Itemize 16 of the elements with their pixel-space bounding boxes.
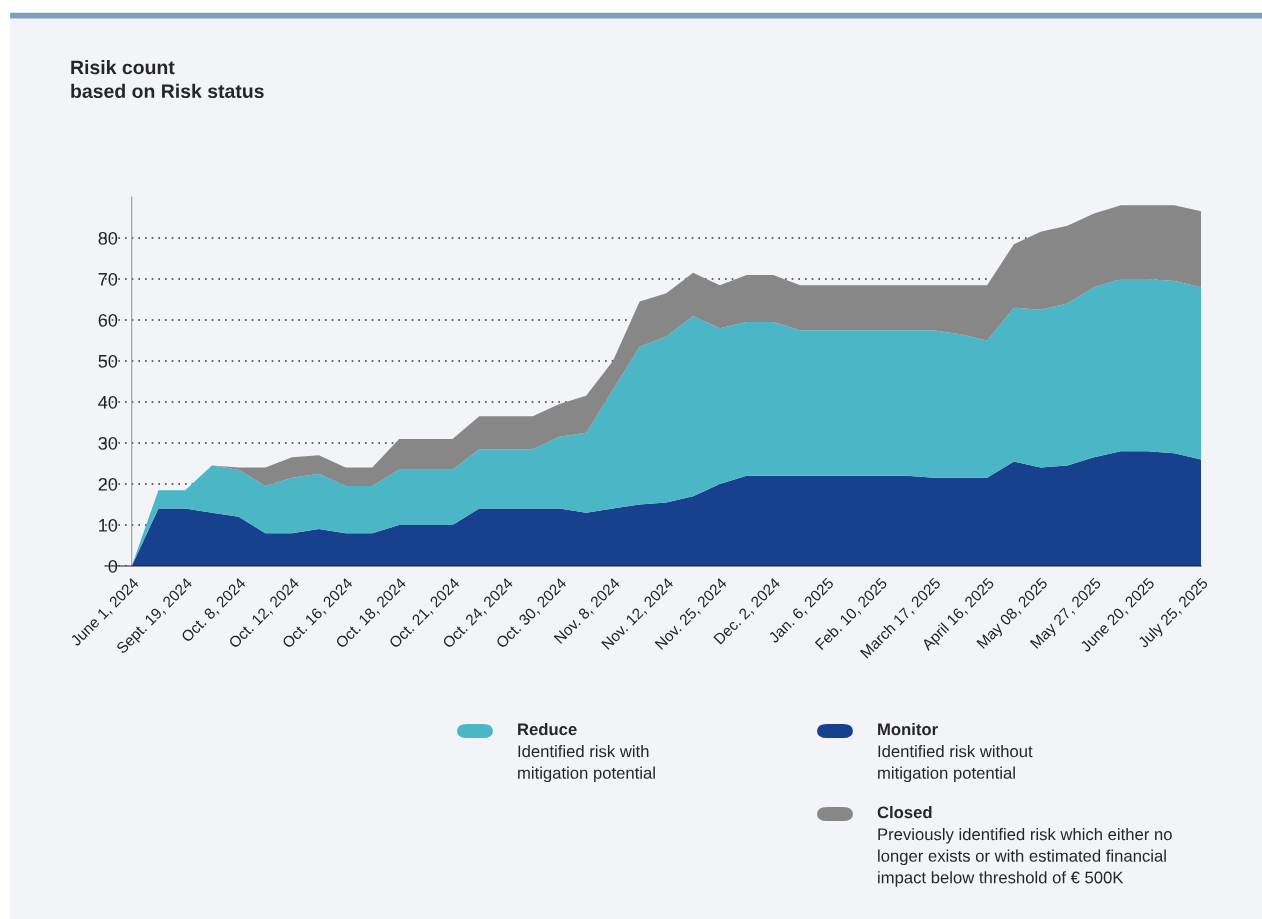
y-tick-label: 30 bbox=[98, 436, 118, 450]
legend-label: Monitor bbox=[878, 723, 938, 736]
y-tick-label: 60 bbox=[98, 313, 118, 327]
text: Identified risk without mitigation potential bbox=[878, 745, 1033, 783]
y-tick-label: 80 bbox=[98, 231, 118, 245]
legend-label: Closed bbox=[877, 806, 932, 819]
y-tick-label: 50 bbox=[98, 354, 118, 368]
chart-title: Risik count based on Risk status bbox=[71, 60, 264, 99]
legend-label: Reduce bbox=[518, 723, 577, 736]
y-tick-label: 0 bbox=[108, 559, 118, 573]
text: Previously identified risk which either no longer exists or with estimated financial impact below threshold of € 500K bbox=[878, 828, 1172, 887]
y-tick-label: 20 bbox=[98, 477, 118, 491]
y-tick-label: 40 bbox=[98, 395, 118, 409]
y-tick-label: 10 bbox=[99, 518, 118, 532]
y-tick-label: 70 bbox=[98, 272, 118, 286]
text: Identified risk with mitigation potential bbox=[518, 745, 655, 783]
